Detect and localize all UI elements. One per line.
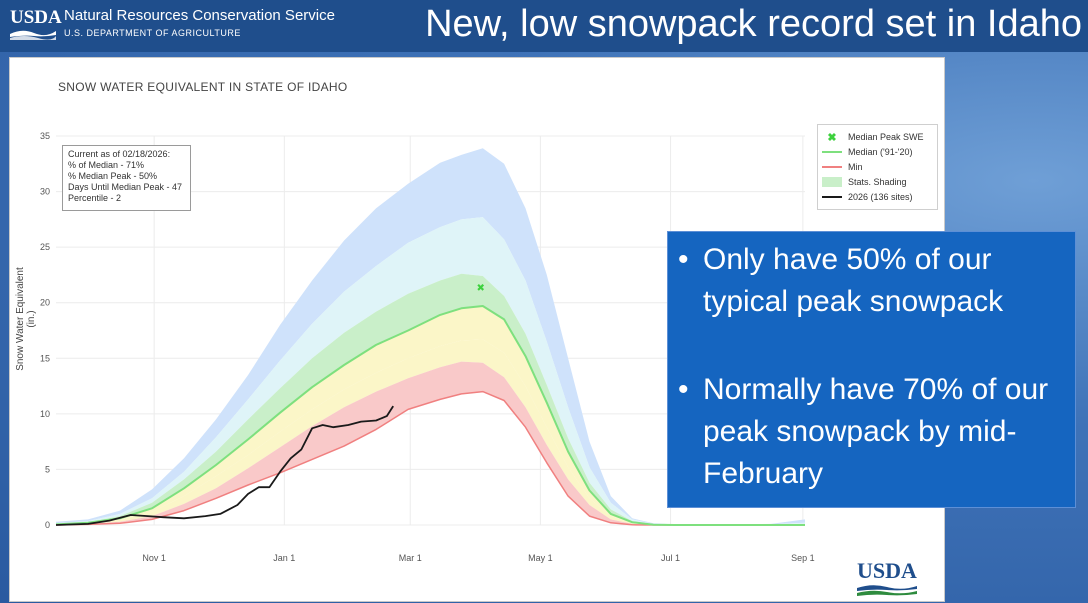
- y-tick-label: 30: [40, 187, 50, 197]
- legend-item-median[interactable]: Median ('91-'20): [822, 145, 912, 159]
- usda-footer-logo-text: USDA: [857, 558, 917, 583]
- bullet-dot-icon: •: [678, 243, 689, 276]
- legend-label: 2026 (136 sites): [848, 192, 913, 202]
- legend-label: Min: [848, 162, 863, 172]
- stats-line-percentile: Percentile - 2: [68, 193, 122, 203]
- legend-item-median-peak[interactable]: ✖ Median Peak SWE: [822, 130, 924, 144]
- chart-legend: ✖ Median Peak SWE Median ('91-'20) Min S…: [817, 124, 938, 210]
- x-tick-label: May 1: [528, 553, 553, 563]
- department-name: U.S. DEPARTMENT OF AGRICULTURE: [64, 28, 241, 38]
- x-tick-label: Jan 1: [273, 553, 295, 563]
- agency-name: Natural Resources Conservation Service: [64, 7, 335, 24]
- x-marker-icon: ✖: [827, 131, 837, 144]
- legend-label: Stats. Shading: [848, 177, 907, 187]
- y-tick-label: 5: [45, 464, 50, 474]
- legend-item-shading[interactable]: Stats. Shading: [822, 175, 907, 189]
- usda-logo: USDA: [10, 7, 62, 43]
- median-line: [55, 305, 805, 526]
- bullet-text: Normally have 70% of our peak snowpack b…: [703, 373, 1049, 490]
- y-tick-label: 35: [40, 131, 50, 141]
- x-tick-label: Jul 1: [661, 553, 680, 563]
- usda-footer-logo: USDA: [855, 558, 925, 600]
- usda-footer-swoosh-icon: [857, 585, 917, 596]
- band-p90-p70: [56, 217, 805, 525]
- x-tick-label: Nov 1: [142, 553, 166, 563]
- header-bar: USDA Natural Resources Conservation Serv…: [0, 0, 1088, 52]
- y-tick-label: 25: [40, 242, 50, 252]
- current-stats-box: Current as of 02/18/2026: % of Median - …: [62, 145, 191, 211]
- key-points-box: • Only have 50% of our typical peak snow…: [667, 231, 1076, 508]
- y-axis-label: Snow Water Equivalent (in.): [15, 267, 37, 371]
- stats-line-date: Current as of 02/18/2026:: [68, 149, 171, 159]
- y-tick-label: 10: [40, 409, 50, 419]
- legend-label: Median ('91-'20): [848, 147, 913, 157]
- band-max-p90: [56, 148, 805, 525]
- y-tick-label: 15: [40, 353, 50, 363]
- line-swatch-icon: [822, 192, 842, 202]
- stats-line-days-until-peak: Days Until Median Peak - 47: [68, 182, 183, 192]
- band-swatch-icon: [822, 177, 842, 187]
- y-tick-label: 0: [45, 520, 50, 530]
- usda-logo-swoosh-icon: [10, 30, 56, 40]
- bullet-text: Only have 50% of our typical peak snowpa…: [703, 243, 1004, 318]
- median-peak-marker: ✖: [476, 283, 484, 294]
- line-swatch-icon: [822, 162, 842, 172]
- usda-logo-text: USDA: [10, 7, 62, 28]
- stats-line-median: % of Median - 71%: [68, 160, 145, 170]
- y-tick-label: 20: [40, 298, 50, 308]
- x-tick-label: Mar 1: [399, 553, 422, 563]
- bullet-dot-icon: •: [678, 373, 689, 406]
- legend-item-min[interactable]: Min: [822, 160, 863, 174]
- line-swatch-icon: [822, 147, 842, 157]
- band-p10-min: [56, 361, 805, 525]
- stats-line-median-peak: % Median Peak - 50%: [68, 171, 158, 181]
- legend-label: Median Peak SWE: [848, 132, 924, 142]
- current-year-line: [55, 405, 394, 526]
- chart-title: SNOW WATER EQUIVALENT IN STATE OF IDAHO: [58, 80, 348, 94]
- legend-item-2026[interactable]: 2026 (136 sites): [822, 190, 913, 204]
- slide-headline: New, low snowpack record set in Idaho: [425, 3, 1082, 45]
- x-tick-label: Sep 1: [791, 553, 815, 563]
